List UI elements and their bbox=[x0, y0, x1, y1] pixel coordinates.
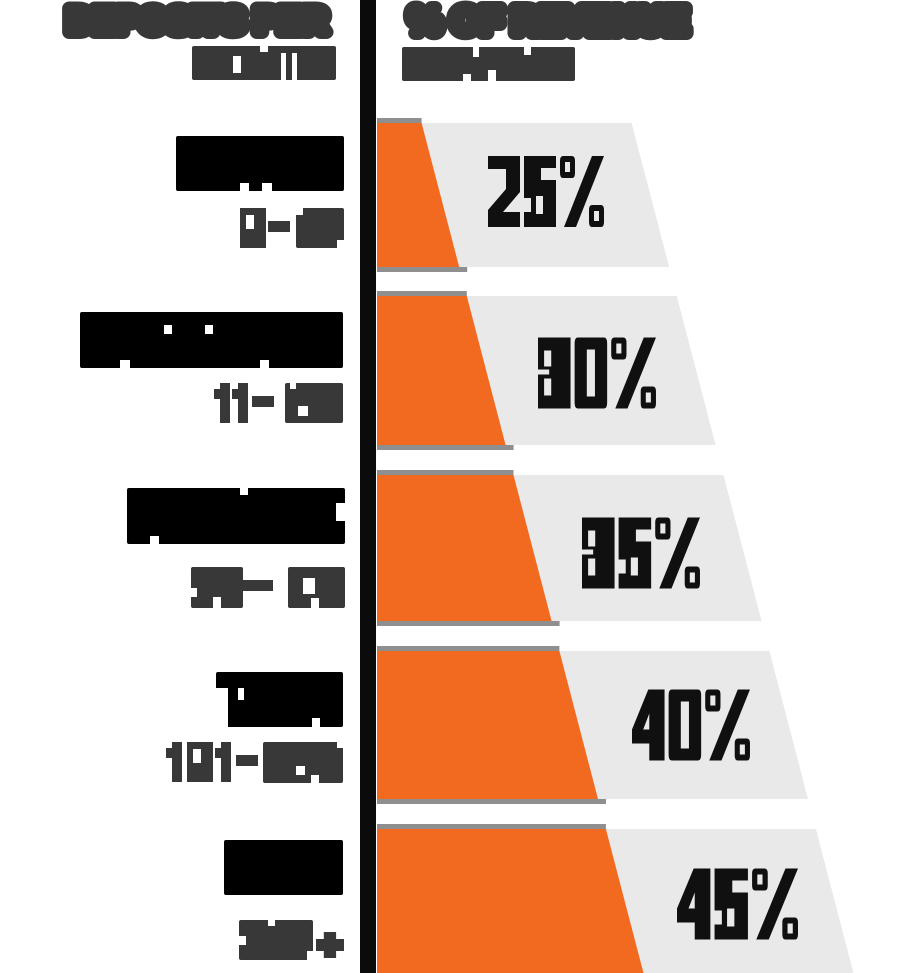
svg-text:DEPOSITS PER: DEPOSITS PER bbox=[67, 2, 327, 40]
svg-text:% OF REVENUE: % OF REVENUE bbox=[409, 0, 688, 41]
